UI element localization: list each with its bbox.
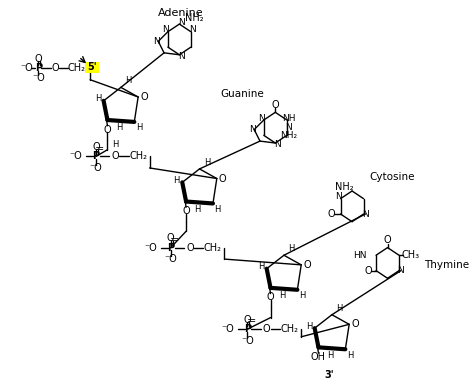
Text: H: H	[279, 291, 285, 300]
Text: H: H	[112, 141, 118, 149]
Text: P: P	[92, 151, 100, 162]
Text: P: P	[167, 243, 174, 253]
Text: N: N	[178, 18, 185, 27]
Text: O: O	[327, 209, 335, 219]
Text: H: H	[289, 244, 295, 253]
Text: H: H	[116, 123, 122, 132]
Text: N: N	[335, 192, 342, 201]
Text: H: H	[337, 304, 343, 312]
FancyBboxPatch shape	[321, 369, 337, 380]
Text: H: H	[327, 351, 333, 359]
Text: NH: NH	[282, 113, 295, 123]
Text: O: O	[365, 265, 372, 275]
Text: NH₂: NH₂	[185, 13, 204, 23]
Text: ⁻O: ⁻O	[221, 324, 234, 334]
Text: O: O	[384, 235, 392, 245]
Text: ⁻O: ⁻O	[70, 151, 82, 162]
Text: N: N	[274, 141, 281, 149]
Text: =: =	[246, 316, 256, 327]
Text: O: O	[104, 125, 111, 134]
Text: N: N	[249, 125, 255, 134]
Text: =: =	[170, 235, 179, 245]
Text: N: N	[285, 123, 292, 132]
Text: N: N	[153, 37, 160, 46]
Text: N: N	[163, 25, 169, 34]
Text: 3': 3'	[324, 370, 334, 380]
Text: 5': 5'	[87, 62, 97, 72]
Text: NH₂: NH₂	[335, 182, 354, 192]
Text: O: O	[92, 142, 100, 152]
Text: N: N	[190, 25, 196, 34]
Text: O: O	[111, 151, 119, 162]
Text: O: O	[351, 319, 359, 329]
Text: CH₂: CH₂	[281, 324, 299, 334]
Text: O: O	[267, 293, 274, 303]
Text: O: O	[182, 206, 190, 216]
Text: H: H	[258, 262, 264, 271]
Text: H: H	[136, 123, 142, 132]
Text: N: N	[258, 113, 265, 123]
Text: CH₂: CH₂	[204, 243, 222, 253]
Text: Guanine: Guanine	[220, 89, 264, 99]
Text: CH₂: CH₂	[68, 63, 86, 73]
Text: ⁻O: ⁻O	[241, 336, 254, 346]
Text: H: H	[347, 351, 353, 359]
Text: Thymine: Thymine	[424, 260, 469, 270]
Text: O: O	[303, 260, 311, 270]
Text: ⁻O: ⁻O	[90, 163, 102, 173]
Text: H: H	[173, 176, 180, 185]
Text: P: P	[244, 324, 251, 334]
Text: OH: OH	[311, 352, 326, 362]
Text: O: O	[186, 243, 194, 253]
Text: H: H	[306, 322, 312, 331]
Text: O: O	[244, 314, 251, 325]
Text: O: O	[35, 53, 42, 64]
Text: P: P	[35, 63, 42, 73]
Text: ⁻O: ⁻O	[164, 254, 177, 264]
Text: H: H	[125, 76, 132, 85]
Text: O: O	[219, 173, 227, 183]
Text: O: O	[52, 63, 59, 73]
Text: Adenine: Adenine	[158, 8, 204, 18]
Text: ⁻O: ⁻O	[145, 243, 157, 253]
Text: HN: HN	[353, 251, 366, 260]
Text: N: N	[178, 52, 185, 61]
Text: H: H	[299, 291, 305, 300]
Text: CH₂: CH₂	[129, 151, 147, 162]
Text: Cytosine: Cytosine	[369, 172, 415, 181]
Text: N: N	[398, 266, 404, 275]
Text: CH₃: CH₃	[401, 250, 419, 260]
Text: O: O	[263, 324, 271, 334]
FancyBboxPatch shape	[85, 62, 99, 73]
Text: H: H	[215, 205, 221, 214]
Text: H: H	[194, 205, 201, 214]
Text: O: O	[140, 92, 148, 102]
Text: O: O	[167, 233, 174, 243]
Text: N: N	[362, 209, 369, 219]
Text: ⁻O: ⁻O	[32, 73, 45, 83]
Text: O: O	[272, 100, 279, 110]
Text: H: H	[204, 158, 210, 167]
Text: NH₂: NH₂	[280, 131, 297, 140]
Text: ⁻O: ⁻O	[20, 63, 33, 73]
Text: =: =	[95, 144, 104, 154]
Text: H: H	[95, 94, 101, 104]
